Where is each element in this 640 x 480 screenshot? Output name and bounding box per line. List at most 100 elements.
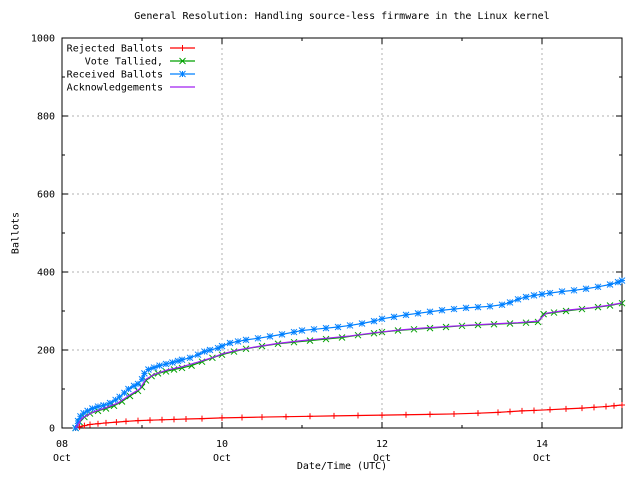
- star-marker-icon: [498, 301, 506, 309]
- series-received-ballots: [72, 277, 626, 432]
- star-marker-icon: [290, 328, 298, 336]
- star-marker-icon: [618, 277, 626, 284]
- star-marker-icon: [145, 366, 152, 373]
- cross-marker-icon: [218, 351, 226, 359]
- legend: Rejected Ballots Vote Tallied, Received Ba…: [67, 44, 195, 94]
- star-marker-icon: [378, 315, 386, 323]
- series-acknowledgements: [75, 302, 623, 429]
- star-marker-icon: [179, 70, 186, 78]
- star-marker-icon: [570, 286, 578, 294]
- legend-label: Acknowledgements: [67, 83, 163, 94]
- star-marker-icon: [402, 311, 410, 319]
- star-marker-icon: [426, 308, 434, 316]
- star-marker-icon: [522, 293, 530, 301]
- star-marker-icon: [474, 303, 482, 311]
- cross-marker-icon: [306, 337, 314, 344]
- star-marker-icon: [514, 295, 522, 303]
- legend-item: Rejected Ballots: [67, 44, 195, 55]
- cross-marker-icon: [338, 334, 346, 341]
- cross-marker-icon: [290, 338, 298, 346]
- star-marker-icon: [390, 313, 398, 321]
- cross-marker-icon: [179, 57, 186, 65]
- x-tick-label-day: 12: [376, 439, 388, 450]
- star-marker-icon: [310, 325, 318, 333]
- legend-label: Rejected Ballots: [67, 44, 163, 55]
- star-marker-icon: [462, 304, 470, 312]
- y-tick-label: 800: [37, 112, 55, 123]
- star-marker-icon: [125, 385, 132, 393]
- star-marker-icon: [506, 299, 514, 306]
- star-marker-icon: [370, 317, 378, 325]
- star-marker-icon: [89, 405, 96, 412]
- legend-label: Received Ballots: [67, 70, 163, 81]
- star-marker-icon: [106, 399, 114, 407]
- star-marker-icon: [201, 348, 208, 355]
- series-line-received-ballots: [75, 280, 623, 429]
- star-marker-icon: [486, 302, 494, 310]
- star-marker-icon: [546, 289, 554, 297]
- x-tick-label-month: Oct: [53, 453, 71, 464]
- star-marker-icon: [138, 375, 146, 383]
- star-marker-icon: [606, 281, 614, 288]
- cross-marker-icon: [322, 335, 330, 343]
- star-marker-icon: [162, 360, 170, 368]
- series-line-rejected-ballots: [75, 404, 623, 429]
- star-marker-icon: [116, 393, 123, 401]
- star-marker-icon: [266, 332, 274, 340]
- star-marker-icon: [358, 320, 366, 327]
- x-tick-label-month: Oct: [533, 453, 551, 464]
- star-marker-icon: [218, 342, 226, 350]
- star-marker-icon: [538, 290, 546, 298]
- y-axis-label: Ballots: [10, 211, 22, 255]
- star-marker-icon: [334, 323, 342, 331]
- star-marker-icon: [178, 356, 186, 364]
- legend-item: Acknowledgements: [67, 83, 195, 94]
- star-marker-icon: [206, 346, 214, 354]
- star-marker-icon: [582, 285, 590, 293]
- x-tick-label-day: 14: [536, 439, 548, 450]
- star-marker-icon: [298, 327, 306, 334]
- star-marker-icon: [94, 403, 102, 410]
- star-marker-icon: [346, 322, 354, 329]
- star-marker-icon: [242, 336, 250, 344]
- legend-item: Vote Tallied,: [85, 57, 195, 68]
- y-tick-label: 200: [37, 346, 55, 357]
- x-tick-label-day: 10: [216, 439, 228, 450]
- x-tick-label-month: Oct: [373, 453, 391, 464]
- star-marker-icon: [194, 351, 202, 359]
- star-marker-icon: [234, 338, 242, 345]
- chart-title: General Resolution: Handling source-less…: [134, 11, 550, 22]
- legend-label: Vote Tallied,: [85, 57, 163, 68]
- star-marker-icon: [594, 283, 602, 291]
- x-tick-label-day: 08: [56, 439, 68, 450]
- star-marker-icon: [150, 364, 158, 371]
- legend-item: Received Ballots: [67, 70, 195, 81]
- cross-marker-icon: [522, 319, 530, 327]
- star-marker-icon: [278, 331, 286, 338]
- star-marker-icon: [100, 402, 107, 409]
- y-tick-label: 400: [37, 268, 55, 279]
- star-marker-icon: [226, 339, 234, 347]
- y-tick-label: 1000: [31, 34, 55, 45]
- star-marker-icon: [112, 396, 119, 404]
- x-axis-label: Date/Time (UTC): [296, 461, 388, 472]
- star-marker-icon: [414, 309, 422, 317]
- star-marker-icon: [450, 305, 458, 313]
- star-marker-icon: [174, 357, 182, 365]
- star-marker-icon: [530, 292, 538, 299]
- star-marker-icon: [438, 306, 446, 314]
- star-marker-icon: [322, 324, 330, 332]
- star-marker-icon: [558, 288, 566, 295]
- series-line-acknowledgements: [75, 302, 623, 429]
- star-marker-icon: [156, 362, 163, 369]
- x-tick-label-month: Oct: [213, 453, 231, 464]
- series-rejected-ballots: [72, 401, 625, 431]
- star-marker-icon: [254, 334, 262, 342]
- star-marker-icon: [186, 354, 194, 362]
- star-marker-icon: [169, 359, 176, 366]
- cross-marker-icon: [562, 307, 570, 315]
- y-tick-label: 0: [49, 424, 55, 435]
- y-tick-label: 600: [37, 190, 55, 201]
